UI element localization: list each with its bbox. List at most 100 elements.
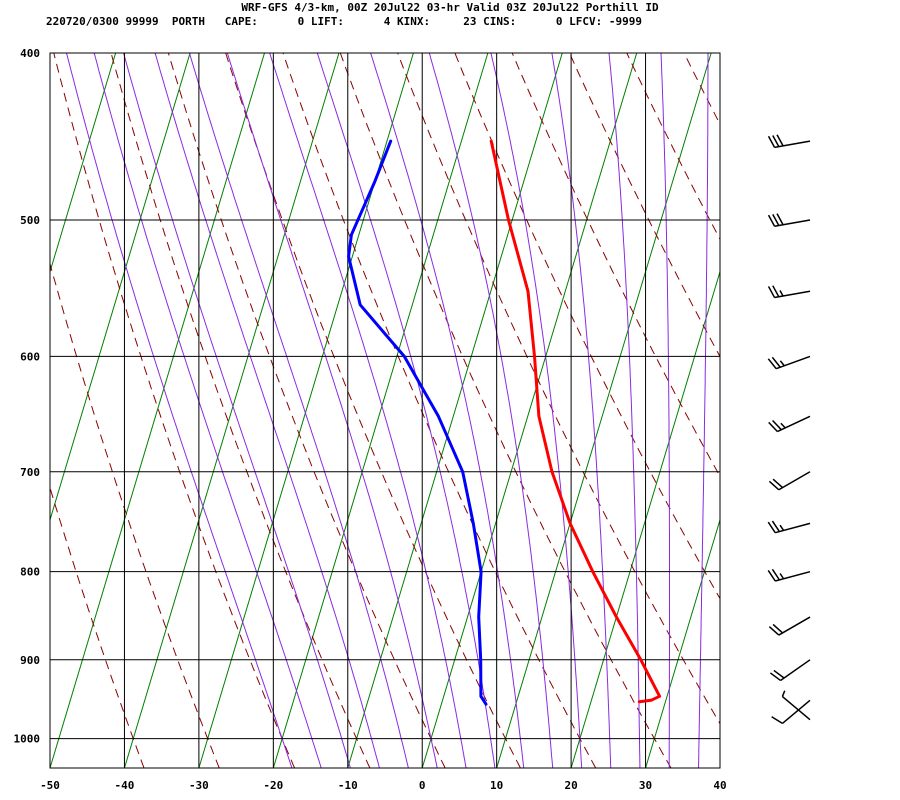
moist-adiabat-line (490, 53, 583, 768)
dry-adiabat-line (626, 53, 720, 241)
moist-adiabat-line (370, 53, 525, 768)
wind-barb (767, 355, 811, 370)
wind-barb-half-flag (779, 290, 784, 297)
isotherm-line (347, 53, 563, 768)
temperature-tick-label: -40 (115, 779, 135, 792)
wind-barb-flag (767, 135, 776, 148)
dry-adiabat-line (683, 53, 720, 126)
temperature-tick-label: 0 (419, 779, 426, 792)
wind-barb-flag (771, 356, 781, 368)
wind-barb (781, 690, 811, 721)
dry-adiabat-line (339, 53, 672, 768)
wind-barb-flag (769, 672, 781, 682)
dry-adiabat-line (167, 53, 446, 768)
wind-barb-flag (773, 669, 785, 679)
wind-barb-staff (777, 415, 811, 433)
wind-barb-flag (771, 520, 781, 532)
wind-barb-flag (767, 570, 776, 582)
pressure-tick-label: 900 (20, 654, 40, 667)
moist-adiabat-line (316, 53, 496, 768)
plot-frame (49, 52, 721, 769)
moist-adiabat-line (428, 53, 554, 768)
isotherm-line (496, 53, 712, 768)
wind-barb-flag (768, 626, 780, 636)
wind-barb (767, 520, 811, 534)
moist-adiabat-line (728, 53, 751, 768)
isotherm-line (869, 53, 900, 768)
pressure-tick-label: 500 (20, 214, 40, 227)
wind-barb (769, 659, 811, 682)
isotherm-line (645, 518, 720, 768)
wind-barb-staff (778, 471, 811, 491)
isotherm-line (794, 53, 900, 768)
wind-barb-staff (775, 522, 811, 534)
grid-lines (49, 52, 721, 768)
dry-adiabat-line (741, 53, 900, 768)
moist-adiabat-line (226, 53, 438, 768)
wind-barb-flag (776, 213, 784, 226)
dry-adiabat-line (50, 486, 145, 768)
wind-barb-flag (767, 521, 776, 534)
moist-adiabat-line (154, 53, 380, 768)
wind-barb (767, 213, 811, 227)
temperature-profile-line (489, 139, 662, 704)
isotherm-line (50, 53, 117, 274)
temperature-tick-label: 10 (490, 779, 503, 792)
profile-lines (347, 139, 662, 706)
temperature-tick-labels: -50 -40 -30 -20 -10 0 10 20 30 40 (40, 779, 727, 792)
wind-barb-flag (767, 214, 776, 227)
wind-barb-half-flag (780, 422, 786, 429)
dry-adiabat-line (856, 53, 900, 768)
wind-barb-half-flag (779, 573, 785, 580)
sounding-indices: 220720/0300 99999 PORTH CAPE: 0 LIFT: 4 … (46, 15, 643, 28)
isotherm-line (50, 53, 191, 522)
isotherm-line (272, 53, 489, 768)
wind-barb-staff (780, 659, 811, 682)
temperature-tick-label: 30 (639, 779, 652, 792)
moist-adiabat-line (608, 53, 641, 768)
wind-barb-staff (774, 290, 811, 299)
wind-barb (767, 285, 811, 299)
dry-adiabat-line (50, 262, 220, 768)
dry-adiabat-line (569, 53, 720, 358)
temperature-tick-label: -30 (189, 779, 209, 792)
wind-barb-flag (776, 134, 784, 147)
pressure-tick-label: 700 (20, 466, 40, 479)
wind-barb (768, 415, 811, 433)
wind-barb-staff (775, 570, 811, 582)
wind-barb-flag (768, 480, 780, 491)
dry-adiabat-line (53, 53, 296, 768)
moist-adiabat-line (93, 53, 322, 768)
wind-barb-half-flag (781, 690, 786, 697)
dry-adiabat-line (454, 53, 720, 600)
wind-barb (767, 568, 811, 582)
pressure-tick-label: 1000 (14, 733, 41, 746)
wind-barb (771, 699, 811, 725)
pressure-tick-label: 800 (20, 566, 40, 579)
dry-adiabat-line (397, 53, 720, 725)
isotherm-line (50, 53, 265, 768)
wind-barb-flag (772, 213, 780, 226)
wind-barb (768, 616, 811, 636)
temperature-tick-label: -50 (40, 779, 60, 792)
wind-barb-flag (772, 419, 782, 431)
isotherm-line (421, 53, 638, 768)
wind-barb-staff (774, 140, 811, 149)
moist-adiabat-line (123, 53, 351, 768)
dry-adiabat-line (511, 53, 720, 478)
chart-title: WRF-GFS 4/3-km, 00Z 20Jul22 03-hr Valid … (241, 1, 659, 14)
wind-barb-flag (772, 623, 784, 634)
dry-adiabat-line (799, 53, 900, 768)
isotherm-line (719, 766, 720, 768)
wind-barb-staff (781, 699, 811, 724)
temperature-tick-label: -10 (338, 779, 358, 792)
wind-barb-flag (772, 478, 784, 489)
wind-barb-flag (767, 358, 777, 370)
pressure-tick-label: 600 (20, 350, 40, 363)
background-lines (50, 53, 900, 768)
moist-adiabat-line (188, 53, 409, 768)
isotherm-line (123, 53, 340, 768)
wind-barb-half-flag (779, 360, 785, 367)
wind-barb-flag (771, 568, 781, 581)
dry-adiabat-line (282, 53, 597, 768)
